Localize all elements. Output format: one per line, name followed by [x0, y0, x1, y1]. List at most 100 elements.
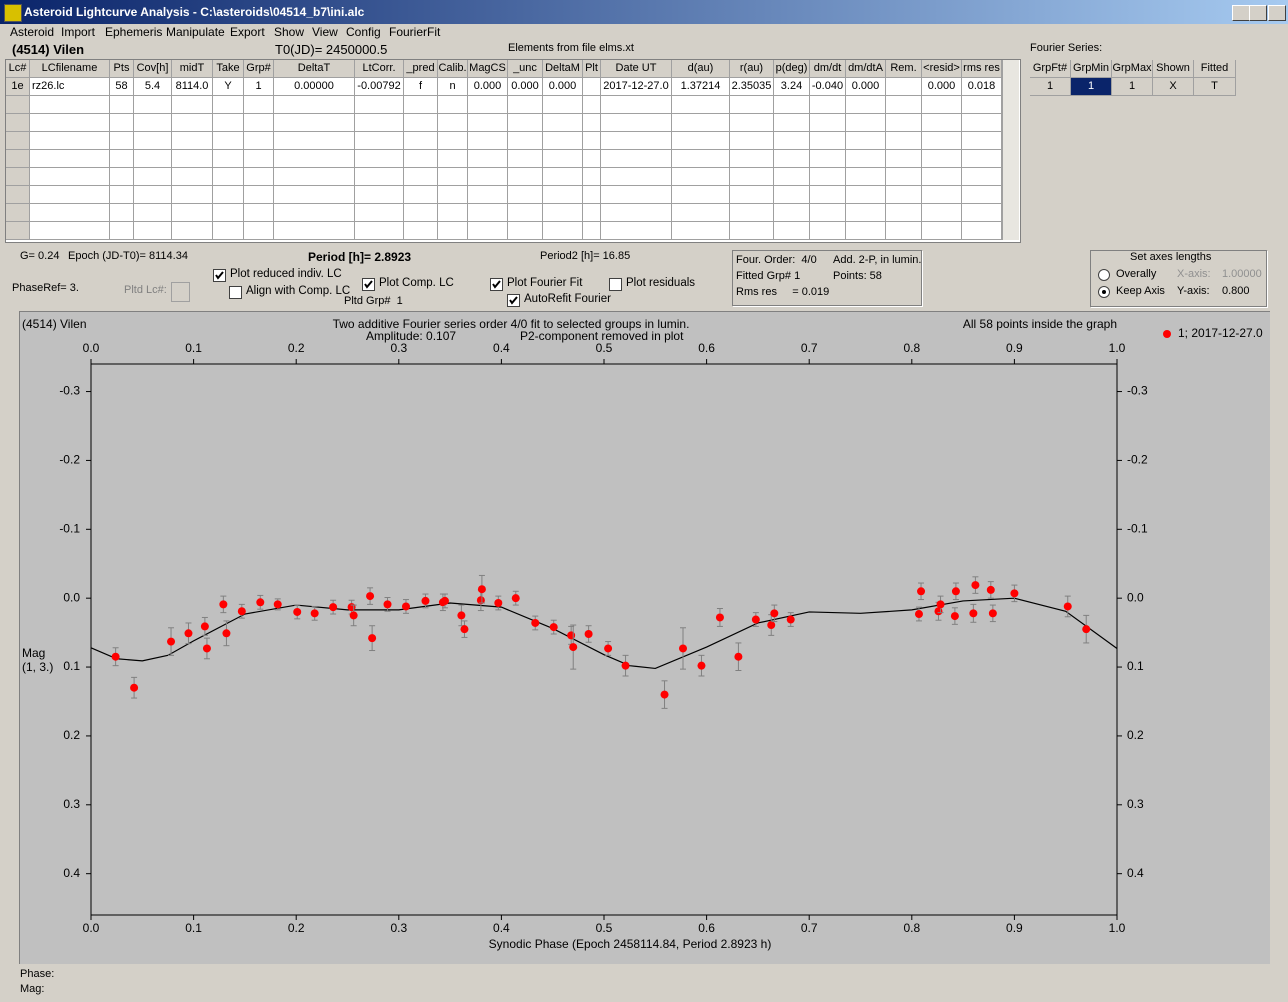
table-cell[interactable]: [213, 222, 244, 240]
table-cell[interactable]: f: [404, 78, 438, 96]
table-cell[interactable]: [404, 96, 438, 114]
table-cell[interactable]: [404, 186, 438, 204]
table-cell[interactable]: 58: [110, 78, 134, 96]
table-cell[interactable]: [846, 222, 886, 240]
table-cell[interactable]: 0.000: [846, 78, 886, 96]
table-cell[interactable]: [583, 132, 601, 150]
table-cell[interactable]: [438, 150, 468, 168]
table-header[interactable]: rms res: [962, 60, 1002, 78]
table-header[interactable]: Calib.: [438, 60, 468, 78]
table-cell[interactable]: [172, 222, 213, 240]
table-cell[interactable]: [468, 114, 508, 132]
checkbox-label[interactable]: Plot reduced indiv. LC: [230, 268, 342, 280]
checkbox[interactable]: [609, 278, 622, 291]
table-cell[interactable]: [508, 186, 543, 204]
table-cell[interactable]: [110, 150, 134, 168]
table-cell[interactable]: [810, 204, 846, 222]
table-cell[interactable]: [543, 150, 583, 168]
table-cell[interactable]: [672, 222, 730, 240]
table-cell[interactable]: 2017-12-27.0: [601, 78, 672, 96]
table-cell[interactable]: [601, 114, 672, 132]
table-cell[interactable]: [922, 186, 962, 204]
table-cell[interactable]: [172, 150, 213, 168]
table-cell[interactable]: [601, 96, 672, 114]
table-cell[interactable]: [404, 204, 438, 222]
table-header[interactable]: Plt: [583, 60, 601, 78]
table-cell[interactable]: 0.000: [922, 78, 962, 96]
table-cell[interactable]: [438, 114, 468, 132]
table-cell[interactable]: [213, 168, 244, 186]
table-cell[interactable]: [404, 114, 438, 132]
table-cell[interactable]: [922, 204, 962, 222]
table-cell[interactable]: [355, 204, 404, 222]
table-cell[interactable]: [274, 168, 355, 186]
table-cell[interactable]: [355, 132, 404, 150]
table-cell[interactable]: [672, 186, 730, 204]
row-header[interactable]: 1e: [6, 78, 30, 96]
table-cell[interactable]: [30, 186, 110, 204]
table-cell[interactable]: [583, 150, 601, 168]
table-cell[interactable]: [774, 204, 810, 222]
menu-item[interactable]: FourierFit: [389, 25, 441, 39]
table-header[interactable]: Date UT: [601, 60, 672, 78]
table-cell[interactable]: [468, 96, 508, 114]
row-header[interactable]: [6, 96, 30, 114]
table-cell[interactable]: [438, 204, 468, 222]
table-header[interactable]: midT: [172, 60, 213, 78]
table-cell[interactable]: [962, 150, 1002, 168]
table-cell[interactable]: [583, 78, 601, 96]
table-cell[interactable]: [583, 96, 601, 114]
table-cell[interactable]: [922, 132, 962, 150]
row-header[interactable]: [6, 114, 30, 132]
table-cell[interactable]: [543, 186, 583, 204]
table-cell[interactable]: [172, 114, 213, 132]
table-cell[interactable]: [886, 96, 922, 114]
table-cell[interactable]: [672, 114, 730, 132]
table-cell[interactable]: [468, 186, 508, 204]
menu-item[interactable]: Export: [230, 25, 265, 39]
fourier-header[interactable]: Shown: [1153, 60, 1194, 78]
minimize-button[interactable]: [1232, 5, 1250, 21]
table-cell[interactable]: [846, 168, 886, 186]
table-cell[interactable]: [922, 150, 962, 168]
fourier-header[interactable]: GrpFt#: [1030, 60, 1071, 78]
table-header[interactable]: dm/dtA: [846, 60, 886, 78]
table-cell[interactable]: 0.018: [962, 78, 1002, 96]
table-cell[interactable]: [962, 222, 1002, 240]
table-header[interactable]: Take: [213, 60, 244, 78]
table-cell[interactable]: [508, 150, 543, 168]
table-cell[interactable]: [543, 132, 583, 150]
table-cell[interactable]: [244, 204, 274, 222]
table-cell[interactable]: 0.000: [468, 78, 508, 96]
table-cell[interactable]: [355, 114, 404, 132]
table-cell[interactable]: [672, 132, 730, 150]
table-cell[interactable]: [886, 132, 922, 150]
table-cell[interactable]: [274, 96, 355, 114]
table-cell[interactable]: [244, 132, 274, 150]
table-cell[interactable]: [672, 168, 730, 186]
table-cell[interactable]: [601, 132, 672, 150]
fourier-header[interactable]: GrpMax: [1112, 60, 1153, 78]
table-cell[interactable]: [810, 222, 846, 240]
table-cell[interactable]: 0.00000: [274, 78, 355, 96]
table-cell[interactable]: [274, 186, 355, 204]
table-cell[interactable]: [601, 186, 672, 204]
menu-item[interactable]: Asteroid: [10, 25, 55, 39]
table-header[interactable]: d(au): [672, 60, 730, 78]
table-cell[interactable]: [601, 204, 672, 222]
row-header[interactable]: [6, 186, 30, 204]
table-cell[interactable]: [355, 168, 404, 186]
table-cell[interactable]: [134, 150, 172, 168]
table-cell[interactable]: [810, 114, 846, 132]
maximize-button[interactable]: [1249, 5, 1267, 21]
menu-item[interactable]: View: [312, 25, 338, 39]
table-header[interactable]: MagCS: [468, 60, 508, 78]
table-cell[interactable]: [468, 150, 508, 168]
table-cell[interactable]: [244, 150, 274, 168]
table-cell[interactable]: [730, 168, 774, 186]
table-cell[interactable]: [846, 96, 886, 114]
table-header[interactable]: Grp#: [244, 60, 274, 78]
table-header[interactable]: dm/dt: [810, 60, 846, 78]
row-header[interactable]: [6, 168, 30, 186]
table-cell[interactable]: [508, 114, 543, 132]
